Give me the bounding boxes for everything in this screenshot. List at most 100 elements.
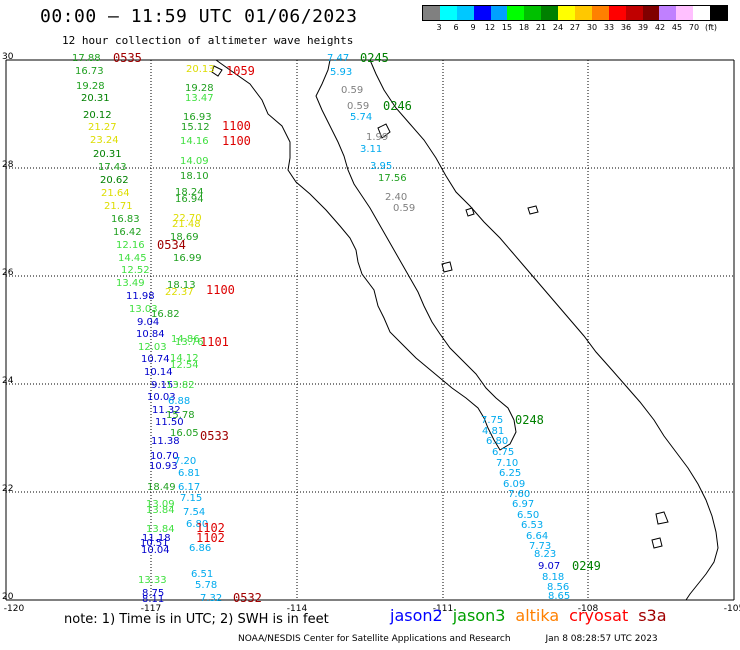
wave-height-value: 6.97 bbox=[512, 499, 534, 510]
island-tiburon bbox=[377, 123, 391, 139]
page-subtitle: 12 hour collection of altimeter wave hei… bbox=[62, 34, 354, 47]
mainland-coast bbox=[369, 59, 719, 601]
wave-height-value: 13.49 bbox=[116, 278, 145, 289]
wave-height-value: 13.33 bbox=[138, 575, 167, 586]
wave-height-value: 18.13 bbox=[167, 280, 196, 291]
wave-height-value: 6.81 bbox=[178, 468, 200, 479]
legend-label: 33 bbox=[603, 23, 615, 32]
wave-height-value: 10.04 bbox=[141, 545, 170, 556]
wave-height-value: 2.40 bbox=[385, 192, 407, 203]
wave-height-value: 7.80 bbox=[0, 0, 22, 3]
wave-height-value: 7.54 bbox=[183, 507, 205, 518]
legend-label: 18 bbox=[518, 23, 530, 32]
legend-labels: 3 6 9 12 15 18 21 24 27 30 33 36 39 42 45 70 (ft) bbox=[422, 21, 728, 33]
wave-height-value: 10.51 bbox=[140, 538, 169, 549]
legend-swatch bbox=[558, 6, 576, 20]
wave-height-value: 14.16 bbox=[180, 136, 209, 147]
legend-label: 45 bbox=[671, 23, 683, 32]
wave-height-value: 20.13 bbox=[186, 64, 215, 75]
legend-swatches bbox=[422, 5, 728, 21]
footer: NOAA/NESDIS Center for Satellite Applica… bbox=[238, 634, 658, 644]
wave-height-value: 5.78 bbox=[195, 580, 217, 591]
legend-label: 12 bbox=[484, 23, 496, 32]
wave-height-value: 16.05 bbox=[170, 428, 199, 439]
wave-height-value: 11.38 bbox=[151, 436, 180, 447]
wave-height-value: 18.69 bbox=[170, 232, 199, 243]
island-isla-cedros bbox=[211, 65, 223, 77]
wave-height-value: 19.28 bbox=[76, 81, 105, 92]
wave-height-value: 12.52 bbox=[121, 265, 150, 276]
footer-date: Jan 8 08:28:57 UTC 2023 bbox=[545, 634, 658, 644]
wave-height-value: 8.75 bbox=[142, 588, 164, 599]
island-south-2 bbox=[651, 537, 663, 549]
wave-height-value: 13.03 bbox=[129, 304, 158, 315]
legend-label: 24 bbox=[552, 23, 564, 32]
wave-height-value: 12.54 bbox=[170, 360, 199, 371]
latitude-label: 20 bbox=[2, 592, 14, 602]
latitude-label: 30 bbox=[2, 52, 14, 62]
pass-time-label: 0534 bbox=[157, 238, 186, 252]
wave-height-value: 11.98 bbox=[126, 291, 155, 302]
longitude-label: -111 bbox=[433, 604, 453, 614]
wave-height-value: 0.59 bbox=[347, 101, 369, 112]
wave-height-value: 6.88 bbox=[168, 396, 190, 407]
wave-height-value: 7.10 bbox=[496, 458, 518, 469]
coastline bbox=[211, 59, 719, 601]
island-gulf-3 bbox=[441, 261, 453, 273]
wave-height-value: 11.18 bbox=[142, 533, 171, 544]
wave-height-value: 18.49 bbox=[147, 482, 176, 493]
wave-height-value: 7.32 bbox=[200, 593, 222, 604]
legend-swatch bbox=[490, 6, 508, 20]
wave-height-value: 20.31 bbox=[93, 149, 122, 160]
legend-label: 21 bbox=[535, 23, 547, 32]
wave-height-value: 6.51 bbox=[191, 569, 213, 580]
legend-swatch bbox=[423, 6, 440, 20]
island-gulf-2 bbox=[527, 205, 539, 215]
legend-label: 39 bbox=[637, 23, 649, 32]
wave-height-value: 6.17 bbox=[178, 482, 200, 493]
latitude-label: 22 bbox=[2, 484, 13, 494]
wave-height-value: 6.50 bbox=[517, 510, 539, 521]
pass-time-label: 1102 bbox=[196, 521, 225, 535]
wave-height-value: 21.48 bbox=[172, 219, 201, 230]
wave-height-value: 6.86 bbox=[189, 543, 211, 554]
wave-height-value: 7.20 bbox=[174, 456, 196, 467]
legend-swatch bbox=[659, 6, 677, 20]
island-gulf-1 bbox=[465, 207, 475, 217]
wave-height-value: 13.76 bbox=[175, 337, 204, 348]
wave-height-value: 19.28 bbox=[185, 83, 214, 94]
legend-swatch bbox=[541, 6, 559, 20]
wave-height-value: 18.24 bbox=[175, 187, 204, 198]
legend-swatch bbox=[456, 6, 474, 20]
legend-swatch bbox=[507, 6, 525, 20]
longitude-label: -114 bbox=[287, 604, 308, 614]
satellite-name: jason3 bbox=[452, 606, 506, 625]
wave-height-value: 8.18 bbox=[542, 572, 564, 583]
wave-height-value: 8.23 bbox=[534, 549, 556, 560]
wave-height-value: 3.11 bbox=[360, 144, 382, 155]
legend-label: 3 bbox=[436, 23, 442, 32]
pass-time-label: 0532 bbox=[233, 591, 262, 605]
wave-height-value: 6.25 bbox=[499, 468, 521, 479]
wave-height-value: 9.63 bbox=[0, 0, 22, 3]
wave-height-values: 17.8816.7319.2820.3120.1221.2723.2420.31… bbox=[0, 0, 570, 605]
axis-labels: 30 28 26 24 22 20 -120 -117 -114 -111 -108 -105 bbox=[2, 52, 740, 614]
wave-height-value: 20.31 bbox=[81, 93, 110, 104]
island-south-1 bbox=[655, 511, 669, 525]
wave-height-value: 10.03 bbox=[147, 392, 176, 403]
legend-label: 36 bbox=[620, 23, 632, 32]
wave-height-value: 15.78 bbox=[166, 410, 195, 421]
latitude-label: 26 bbox=[2, 268, 14, 278]
satellite-name: jason2 bbox=[390, 606, 443, 625]
latitude-label: 28 bbox=[2, 160, 14, 170]
pass-time-labels: 0535105911001100053411001101053311021102… bbox=[113, 51, 601, 605]
legend-label: 70 bbox=[688, 23, 700, 32]
legend-swatch bbox=[642, 6, 660, 20]
wave-height-value: 13.82 bbox=[166, 380, 195, 391]
wave-height-value: 17.56 bbox=[378, 173, 407, 184]
wave-height-value: 14.09 bbox=[180, 156, 209, 167]
wave-height-value: 0.59 bbox=[393, 203, 415, 214]
wave-height-value: 23.24 bbox=[90, 135, 119, 146]
legend-label: 6 bbox=[453, 23, 459, 32]
